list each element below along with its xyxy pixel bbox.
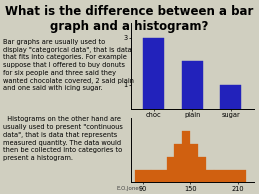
Text: Histograms on the other hand are
usually used to present "continuous
data", that: Histograms on the other hand are usually… [3, 116, 123, 161]
Bar [198, 157, 206, 182]
Bar [190, 144, 198, 182]
Bar [182, 131, 190, 182]
Bar [135, 170, 151, 182]
Bar [167, 157, 175, 182]
Text: E.O.Jones: E.O.Jones [117, 186, 142, 191]
Text: What is the difference between a bar: What is the difference between a bar [5, 5, 254, 18]
Bar [175, 144, 182, 182]
Bar [143, 37, 164, 109]
Bar [220, 85, 241, 109]
Bar [182, 61, 203, 109]
Text: Bar graphs are usually used to
display "categorical data", that is data
that fit: Bar graphs are usually used to display "… [3, 39, 134, 91]
Bar [206, 170, 214, 182]
Bar [151, 170, 167, 182]
Text: graph and a histogram?: graph and a histogram? [50, 20, 209, 33]
Bar [214, 170, 246, 182]
